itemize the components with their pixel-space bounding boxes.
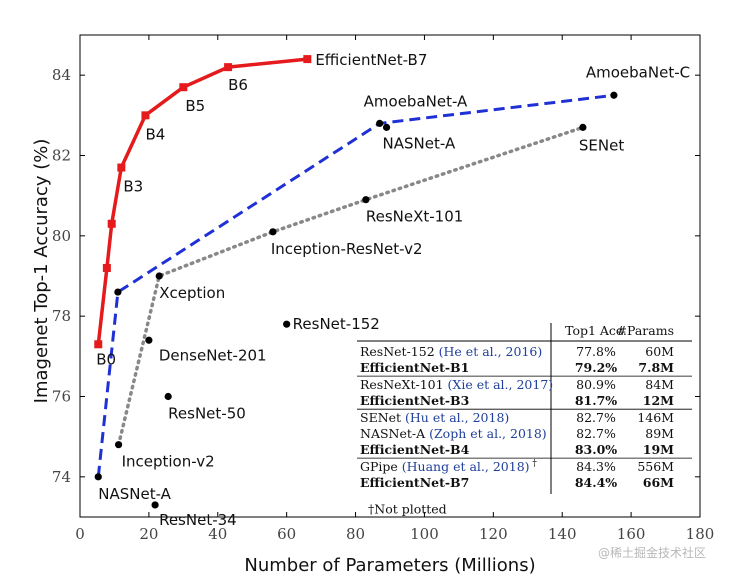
point-label: B0 xyxy=(96,350,116,368)
data-point xyxy=(362,196,370,204)
comparison-table: Top1 Acc.#Params ResNet-152 (He et al., 2… xyxy=(357,323,692,517)
x-tick-label: 180 xyxy=(686,525,715,543)
table-row-acc: 79.2% xyxy=(575,360,617,375)
table-row-model: ResNeXt-101 (Xie et al., 2017) xyxy=(360,377,553,392)
table-row-model: GPipe (Huang et al., 2018) † xyxy=(360,459,537,474)
table-footnote: †Not plotted xyxy=(368,502,447,517)
table-row-model: EfficientNet-B4 xyxy=(360,442,470,457)
x-tick-label: 160 xyxy=(617,525,646,543)
axes: 0 20 40 60 80 100 120 140 160 180 74 76 78 80 82 84 xyxy=(52,34,715,543)
table-row-model: ResNet-152 (He et al., 2016) xyxy=(360,344,542,359)
table-row-params: 556M xyxy=(637,459,674,474)
table-row-params: 66M xyxy=(643,475,674,490)
point-label: SENet xyxy=(579,136,624,154)
table-row-model: EfficientNet-B3 xyxy=(360,393,469,408)
table-row-acc: 82.7% xyxy=(576,410,616,425)
y-axis-label: Imagenet Top-1 Accuracy (%) xyxy=(31,139,52,404)
table-header-acc: Top1 Acc. xyxy=(565,323,627,338)
point-label: AmoebaNet-A xyxy=(364,92,468,110)
data-point xyxy=(224,63,233,72)
data-point xyxy=(114,441,123,449)
data-point xyxy=(117,163,126,172)
table-row-acc: 77.8% xyxy=(576,344,616,359)
x-tick-label: 120 xyxy=(479,525,508,543)
point-label: Xception xyxy=(159,284,225,302)
point-label: NASNet-A xyxy=(383,134,456,152)
point-labels: B0 B3 B4 B5 B6 EfficientNet-B7 NASNet-A AmoebaN… xyxy=(96,51,690,529)
data-point xyxy=(610,91,618,99)
table-header-params: #Params xyxy=(617,323,674,338)
y-tick-label: 78 xyxy=(52,307,71,325)
table-row-params: 89M xyxy=(645,426,674,441)
x-tick-label: 60 xyxy=(277,525,296,543)
series-line xyxy=(96,93,615,477)
point-label: ResNet-50 xyxy=(168,405,246,423)
table-row-acc: 84.4% xyxy=(575,475,617,490)
point-label: AmoebaNet-C xyxy=(586,63,690,81)
data-point xyxy=(376,119,384,127)
point-label: ResNet-152 xyxy=(293,315,380,333)
table-row-acc: 80.9% xyxy=(576,377,616,392)
table-row-params: 146M xyxy=(637,410,674,425)
data-point xyxy=(141,111,150,120)
x-tick-label: 0 xyxy=(75,525,85,543)
point-label: B4 xyxy=(145,125,165,143)
x-tick-label: 80 xyxy=(346,525,365,543)
point-label: Inception-ResNet-v2 xyxy=(271,240,423,258)
point-label: B3 xyxy=(123,178,143,196)
table-row-acc: 82.7% xyxy=(576,426,616,441)
y-tick-label: 82 xyxy=(52,147,71,165)
data-markers xyxy=(94,55,618,509)
table-row-acc: 83.0% xyxy=(575,442,617,457)
table-row-model: EfficientNet-B1 xyxy=(360,360,469,375)
table-row-model: NASNet-A (Zoph et al., 2018) xyxy=(360,426,547,441)
point-label: ResNeXt-101 xyxy=(366,208,463,226)
point-label: EfficientNet-B7 xyxy=(315,51,427,69)
series-line xyxy=(96,57,308,345)
point-label: Inception-v2 xyxy=(122,453,215,471)
watermark: @稀土掘金技术社区 xyxy=(598,545,706,560)
point-label: ResNet-34 xyxy=(159,511,237,529)
data-point xyxy=(382,123,391,131)
table-row-params: 60M xyxy=(645,344,674,359)
point-label: B6 xyxy=(228,76,248,94)
data-point xyxy=(269,228,277,236)
y-tick-label: 74 xyxy=(52,468,71,486)
data-point xyxy=(164,392,172,401)
table-row-params: 19M xyxy=(643,442,674,457)
data-point xyxy=(151,501,159,509)
data-point xyxy=(114,288,122,296)
data-point xyxy=(94,473,102,481)
data-point xyxy=(102,263,111,272)
x-tick-label: 40 xyxy=(208,525,227,543)
data-point xyxy=(303,55,312,64)
data-point xyxy=(94,340,103,349)
table-row-model: EfficientNet-B7 xyxy=(360,475,469,490)
data-point xyxy=(145,336,153,344)
table-row-acc: 81.7% xyxy=(575,393,617,408)
data-point xyxy=(179,83,188,92)
table-row-acc: 84.3% xyxy=(576,459,616,474)
data-point xyxy=(579,123,587,131)
point-label: NASNet-A xyxy=(98,485,171,503)
x-axis-label: Number of Parameters (Millions) xyxy=(244,555,535,576)
plot-frame xyxy=(79,34,701,518)
y-tick-label: 80 xyxy=(52,227,71,245)
y-tick-label: 84 xyxy=(52,66,71,84)
data-point xyxy=(107,219,116,228)
table-row-params: 84M xyxy=(645,377,674,392)
data-point xyxy=(283,320,291,328)
table-row-model: SENet (Hu et al., 2018) xyxy=(360,410,509,425)
y-tick-label: 76 xyxy=(52,388,71,406)
point-label: B5 xyxy=(185,97,205,115)
table-row-params: 7.8M xyxy=(638,360,674,375)
x-tick-label: 100 xyxy=(410,525,439,543)
table-row-params: 12M xyxy=(643,393,674,408)
data-point xyxy=(155,272,163,280)
x-tick-label: 20 xyxy=(139,525,158,543)
x-tick-label: 140 xyxy=(548,525,577,543)
point-label: DenseNet-201 xyxy=(159,346,267,364)
